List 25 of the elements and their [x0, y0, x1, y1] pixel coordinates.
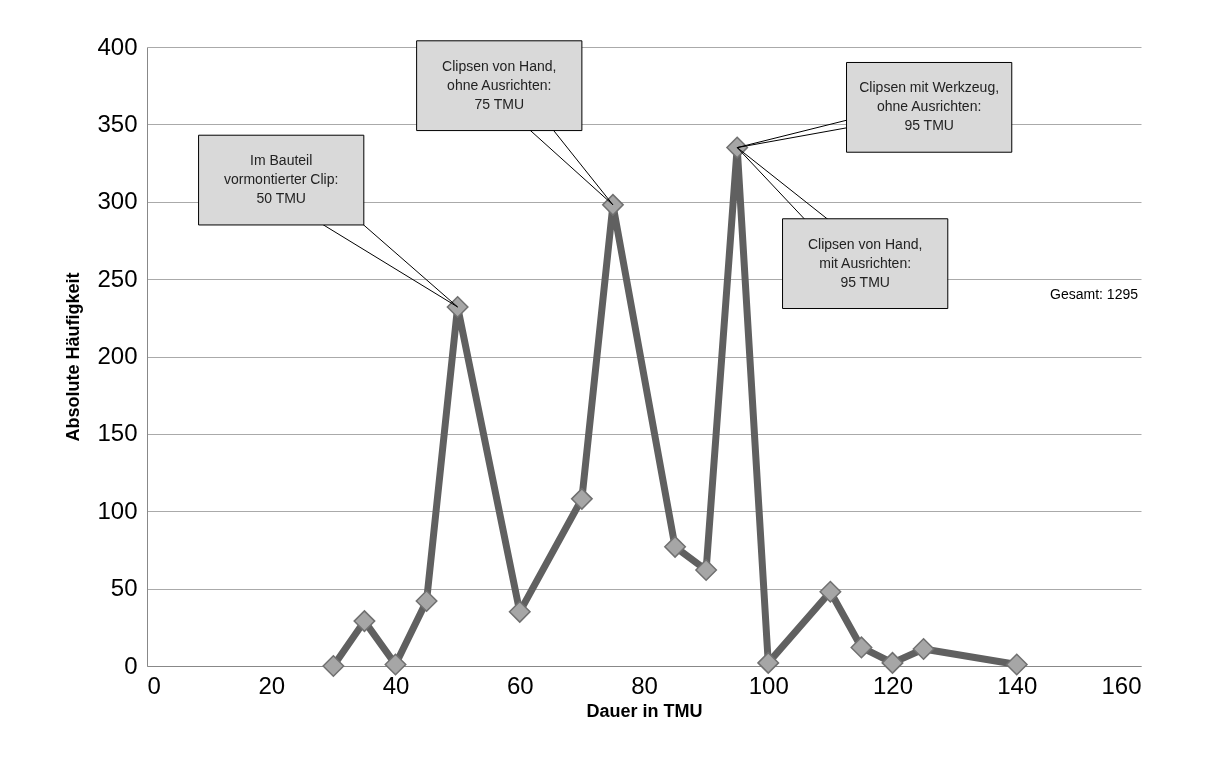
x-tick-label: 140	[997, 671, 1038, 699]
annotation: Clipsen mit Werkzeug, ohne Ausrichten: 95 TMU	[859, 79, 1000, 134]
y-tick-label: 400	[97, 32, 138, 60]
x-tick-label: 20	[258, 671, 286, 699]
x-tick-label: 160	[1101, 671, 1142, 699]
annotation: Clipsen von Hand, ohne Ausrichten: 75 TMU	[442, 57, 557, 112]
x-tick-label: 40	[382, 671, 410, 699]
y-tick-label: 50	[110, 574, 138, 602]
x-tick-label: 0	[147, 671, 161, 699]
y-tick-label: 200	[97, 342, 138, 369]
y-tick-label: 100	[97, 496, 138, 524]
y-axis-title: Absolute Häufigkeit	[63, 272, 84, 442]
x-tick-label: 80	[631, 671, 658, 699]
y-tick-label: 0	[124, 651, 138, 679]
annotation: Im Bauteil vormontierter Clip: 50 TMU	[224, 152, 339, 207]
y-tick-label: 250	[97, 264, 138, 292]
y-tick-label: 300	[97, 187, 138, 215]
y-tick-label: 350	[97, 109, 138, 137]
y-tick-label: 150	[97, 419, 138, 447]
x-tick-label: 100	[748, 671, 789, 699]
x-tick-label: 120	[872, 671, 914, 699]
x-tick-label: 60	[506, 671, 534, 699]
annotation: Clipsen von Hand, mit Ausrichten: 95 TMU	[807, 235, 923, 290]
x-axis-title: Dauer in TMU	[586, 700, 703, 721]
annotation: Gesamt: 1295	[1050, 285, 1139, 302]
